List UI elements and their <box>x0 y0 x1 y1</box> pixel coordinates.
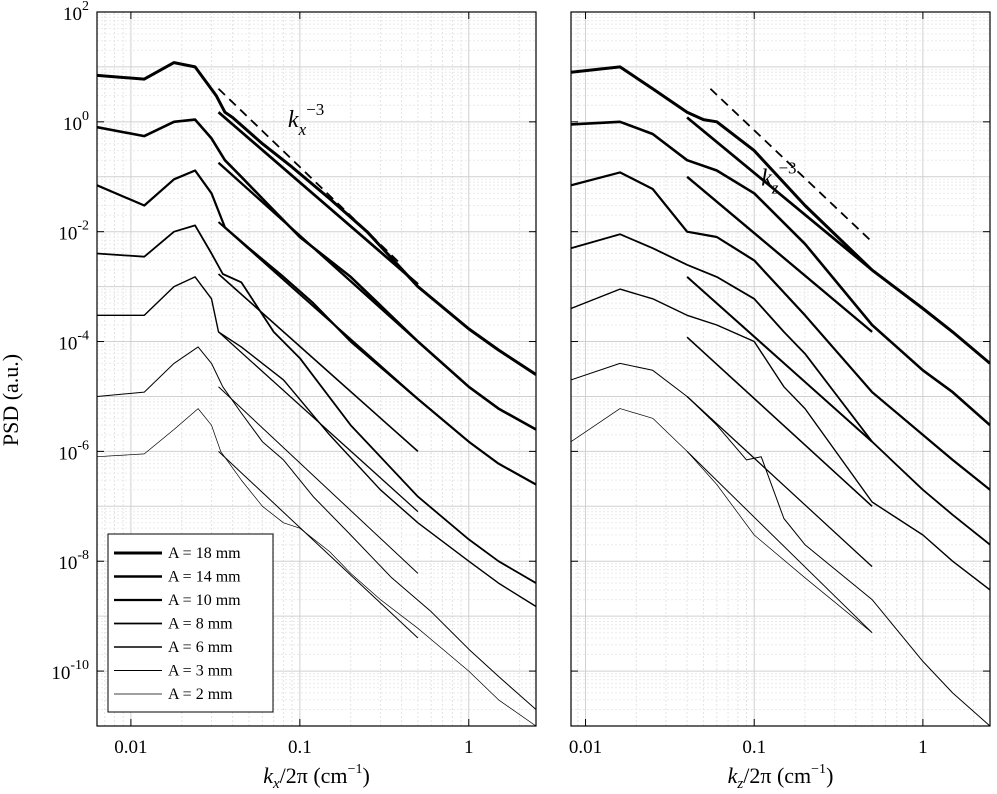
left-xlabel-sup: −1 <box>348 762 363 777</box>
fit-segment <box>686 276 873 443</box>
x-tick-label: 1 <box>464 737 474 758</box>
fit-segment <box>218 451 419 639</box>
fit-segment <box>218 331 419 513</box>
axes-frame <box>570 11 991 727</box>
series-line <box>97 408 536 726</box>
reference-slope-line <box>217 88 403 266</box>
right-axes: 0.01 0.1 1 <box>569 11 991 758</box>
legend-entry: A = 3 mm <box>168 663 233 680</box>
left-x-axis-label: kx/2π (cm−1) <box>263 762 370 792</box>
series-line <box>571 408 873 633</box>
x-tick-label: 0.01 <box>114 737 147 758</box>
series-line <box>97 346 536 710</box>
x-tick-label: 0.1 <box>288 737 312 758</box>
right-xlabel-close: ) <box>826 763 833 788</box>
left-xlabel-var: k <box>263 763 274 788</box>
series-line <box>97 224 536 584</box>
right-x-axis-label: kz/2π (cm−1) <box>728 762 834 792</box>
y-tick-label: 10-6 <box>58 438 89 464</box>
left-xlabel-close: ) <box>362 763 369 788</box>
left-annotation-sub: x <box>298 120 307 139</box>
right-curves <box>571 65 990 726</box>
right-xlabel-sup: −1 <box>811 762 826 777</box>
series-line <box>571 120 990 427</box>
x-tick-label: 0.01 <box>569 737 602 758</box>
series-line <box>571 65 990 365</box>
fit-segment <box>686 116 873 272</box>
y-tick-label: 10-4 <box>58 329 89 355</box>
right-annotation-sub: z <box>771 178 779 197</box>
right-annotation-sup: −3 <box>778 158 796 177</box>
series-line <box>571 288 990 591</box>
fit-segment <box>686 175 873 333</box>
y-tick-label: 10-8 <box>58 548 89 574</box>
legend: A = 18 mm A = 14 mm A = 10 mm A = 8 mm A = 6… <box>107 533 274 713</box>
legend-entry: A = 6 mm <box>168 639 233 656</box>
fit-segment <box>217 221 419 400</box>
right-xlabel-sub: z <box>736 776 743 792</box>
y-tick-label: 102 <box>63 0 89 25</box>
fit-segment <box>217 111 419 286</box>
fit-segment <box>686 396 873 568</box>
right-annotation: kz−3 <box>761 158 796 197</box>
series-line <box>97 169 536 486</box>
right-xlabel-rest: /2π (cm <box>743 763 811 788</box>
legend-entry: A = 18 mm <box>168 545 241 562</box>
fit-segment <box>217 161 419 343</box>
left-xlabel-rest: /2π (cm <box>280 763 348 788</box>
y-tick-label: 10-10 <box>51 658 89 684</box>
right-grid <box>571 11 990 727</box>
left-curves <box>97 61 536 726</box>
left-annotation-base: k <box>288 107 299 133</box>
legend-entry: A = 2 mm <box>168 686 233 703</box>
legend-entry: A = 14 mm <box>168 569 241 586</box>
fit-segment <box>218 386 419 574</box>
series-line <box>571 171 990 491</box>
right-panel: 0.01 0.1 1 kz−3 kz/2π (cm−1) <box>569 11 991 792</box>
series-line <box>571 362 990 726</box>
y-axis-label: PSD (a.u.) <box>0 354 23 446</box>
series-line <box>571 233 990 546</box>
reference-slope-line <box>709 88 873 243</box>
x-tick-label: 0.1 <box>742 737 766 758</box>
y-tick-label: 10-2 <box>58 219 89 245</box>
series-line <box>97 118 536 431</box>
series-line <box>97 276 536 608</box>
right-annotation-base: k <box>761 165 772 191</box>
left-annotation: kx−3 <box>288 100 324 139</box>
fit-segment <box>686 336 873 507</box>
legend-entry: A = 10 mm <box>168 592 241 609</box>
series-line <box>97 61 536 376</box>
right-xlabel-var: k <box>728 763 739 788</box>
left-axes: 0.01 0.1 1 102 100 10-2 10-4 10-6 10-8 10-10 <box>51 0 537 758</box>
x-tick-label: 1 <box>918 737 928 758</box>
fit-segment <box>686 451 873 634</box>
legend-entry: A = 8 mm <box>168 616 233 633</box>
left-annotation-sup: −3 <box>306 100 324 119</box>
y-tick-label: 100 <box>63 109 89 135</box>
fit-segment <box>217 273 419 453</box>
left-xlabel-sub: x <box>272 776 280 792</box>
axes-frame <box>96 11 537 727</box>
